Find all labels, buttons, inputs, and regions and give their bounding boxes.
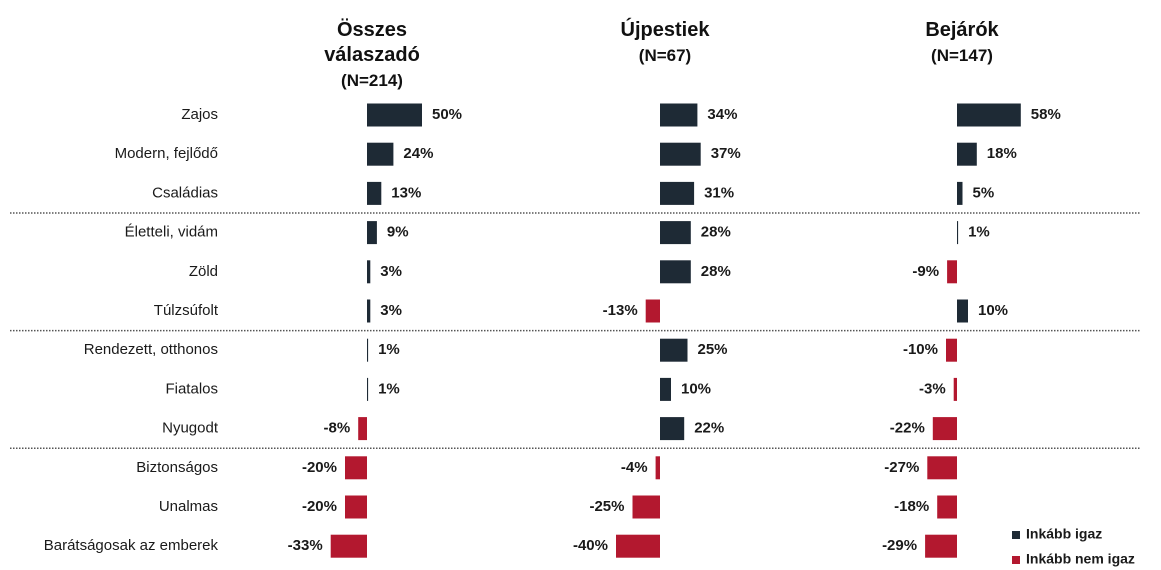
value-label: -40% bbox=[573, 537, 608, 554]
value-label: 1% bbox=[378, 341, 400, 358]
category-label: Életteli, vidám bbox=[125, 224, 218, 241]
value-label: 28% bbox=[701, 224, 731, 241]
value-label: -20% bbox=[302, 459, 337, 476]
value-label: -25% bbox=[589, 498, 624, 515]
bar bbox=[957, 299, 968, 323]
value-label: -33% bbox=[288, 537, 323, 554]
value-label: -10% bbox=[903, 341, 938, 358]
bar bbox=[367, 299, 371, 323]
value-label: 22% bbox=[694, 420, 724, 437]
bar bbox=[946, 338, 957, 362]
bar bbox=[616, 534, 660, 558]
value-label: 37% bbox=[711, 145, 741, 162]
bar bbox=[645, 299, 660, 323]
legend-label: Inkább igaz bbox=[1026, 526, 1102, 542]
panel-title-text: Összes válaszadó bbox=[324, 19, 420, 66]
category-label: Fiatalos bbox=[165, 380, 218, 397]
bar bbox=[367, 338, 369, 362]
value-label: -9% bbox=[912, 263, 939, 280]
bar bbox=[927, 456, 957, 480]
panel-subtitle: (N=214) bbox=[341, 71, 403, 90]
category-label: Zöld bbox=[189, 263, 218, 280]
value-label: -22% bbox=[890, 420, 925, 437]
category-label: Nyugodt bbox=[162, 420, 219, 437]
bar bbox=[660, 221, 691, 245]
panel-subtitle: (N=67) bbox=[638, 46, 692, 65]
bar bbox=[660, 417, 685, 441]
value-label: 28% bbox=[701, 263, 731, 280]
bar bbox=[367, 181, 382, 205]
bar bbox=[660, 181, 695, 205]
bar bbox=[957, 142, 977, 166]
value-label: 58% bbox=[1031, 106, 1061, 123]
bar bbox=[660, 142, 701, 166]
bar bbox=[660, 103, 698, 127]
legend-swatch bbox=[1012, 531, 1020, 539]
bar bbox=[957, 181, 963, 205]
category-label: Biztonságos bbox=[136, 459, 218, 476]
category-label: Barátságosak az emberek bbox=[44, 537, 219, 554]
bar bbox=[367, 260, 371, 284]
bar bbox=[953, 377, 957, 401]
category-label: Modern, fejlődő bbox=[115, 145, 218, 162]
legend-swatch bbox=[1012, 556, 1020, 564]
legend-label: Inkább nem igaz bbox=[1026, 551, 1135, 567]
bar bbox=[358, 417, 367, 441]
bar bbox=[367, 142, 394, 166]
bar bbox=[345, 495, 367, 519]
bar bbox=[957, 103, 1021, 127]
category-label: Zajos bbox=[181, 106, 218, 123]
bar bbox=[932, 417, 957, 441]
bar bbox=[345, 456, 367, 480]
bar bbox=[367, 221, 377, 245]
panel-title: Újpestiek (N=67) bbox=[585, 18, 745, 68]
value-label: 10% bbox=[681, 380, 711, 397]
value-label: -20% bbox=[302, 498, 337, 515]
value-label: 31% bbox=[704, 184, 734, 201]
panel-subtitle: (N=147) bbox=[931, 46, 993, 65]
bar bbox=[655, 456, 660, 480]
bar bbox=[367, 377, 369, 401]
category-label: Rendezett, otthonos bbox=[84, 341, 218, 358]
value-label: 34% bbox=[707, 106, 737, 123]
value-label: 50% bbox=[432, 106, 462, 123]
value-label: 10% bbox=[978, 302, 1008, 319]
bar bbox=[660, 260, 691, 284]
panel-title: Összes válaszadó (N=214) bbox=[292, 18, 452, 93]
bar bbox=[330, 534, 367, 558]
bar bbox=[957, 221, 959, 245]
bar bbox=[632, 495, 660, 519]
bar bbox=[947, 260, 957, 284]
value-label: 1% bbox=[968, 224, 990, 241]
value-label: 25% bbox=[698, 341, 728, 358]
value-label: -29% bbox=[882, 537, 917, 554]
value-label: 5% bbox=[973, 184, 995, 201]
value-label: 18% bbox=[987, 145, 1017, 162]
panel-title: Bejárók (N=147) bbox=[882, 18, 1042, 68]
value-label: 3% bbox=[380, 263, 402, 280]
bar bbox=[925, 534, 957, 558]
value-label: 9% bbox=[387, 224, 409, 241]
category-label: Unalmas bbox=[159, 498, 218, 515]
value-label: -4% bbox=[621, 459, 648, 476]
value-label: 3% bbox=[380, 302, 402, 319]
value-label: -13% bbox=[603, 302, 638, 319]
value-label: -8% bbox=[324, 420, 351, 437]
value-label: 1% bbox=[378, 380, 400, 397]
value-label: -3% bbox=[919, 380, 946, 397]
bar bbox=[937, 495, 957, 519]
panel-title-text: Bejárók bbox=[925, 19, 999, 41]
value-label: -18% bbox=[894, 498, 929, 515]
panel-title-text: Újpestiek bbox=[620, 19, 710, 41]
category-label: Túlzsúfolt bbox=[154, 302, 219, 319]
category-label: Családias bbox=[152, 184, 218, 201]
bar bbox=[660, 377, 671, 401]
bar bbox=[367, 103, 422, 127]
value-label: 24% bbox=[403, 145, 433, 162]
value-label: 13% bbox=[391, 184, 421, 201]
bar bbox=[660, 338, 688, 362]
value-label: -27% bbox=[884, 459, 919, 476]
